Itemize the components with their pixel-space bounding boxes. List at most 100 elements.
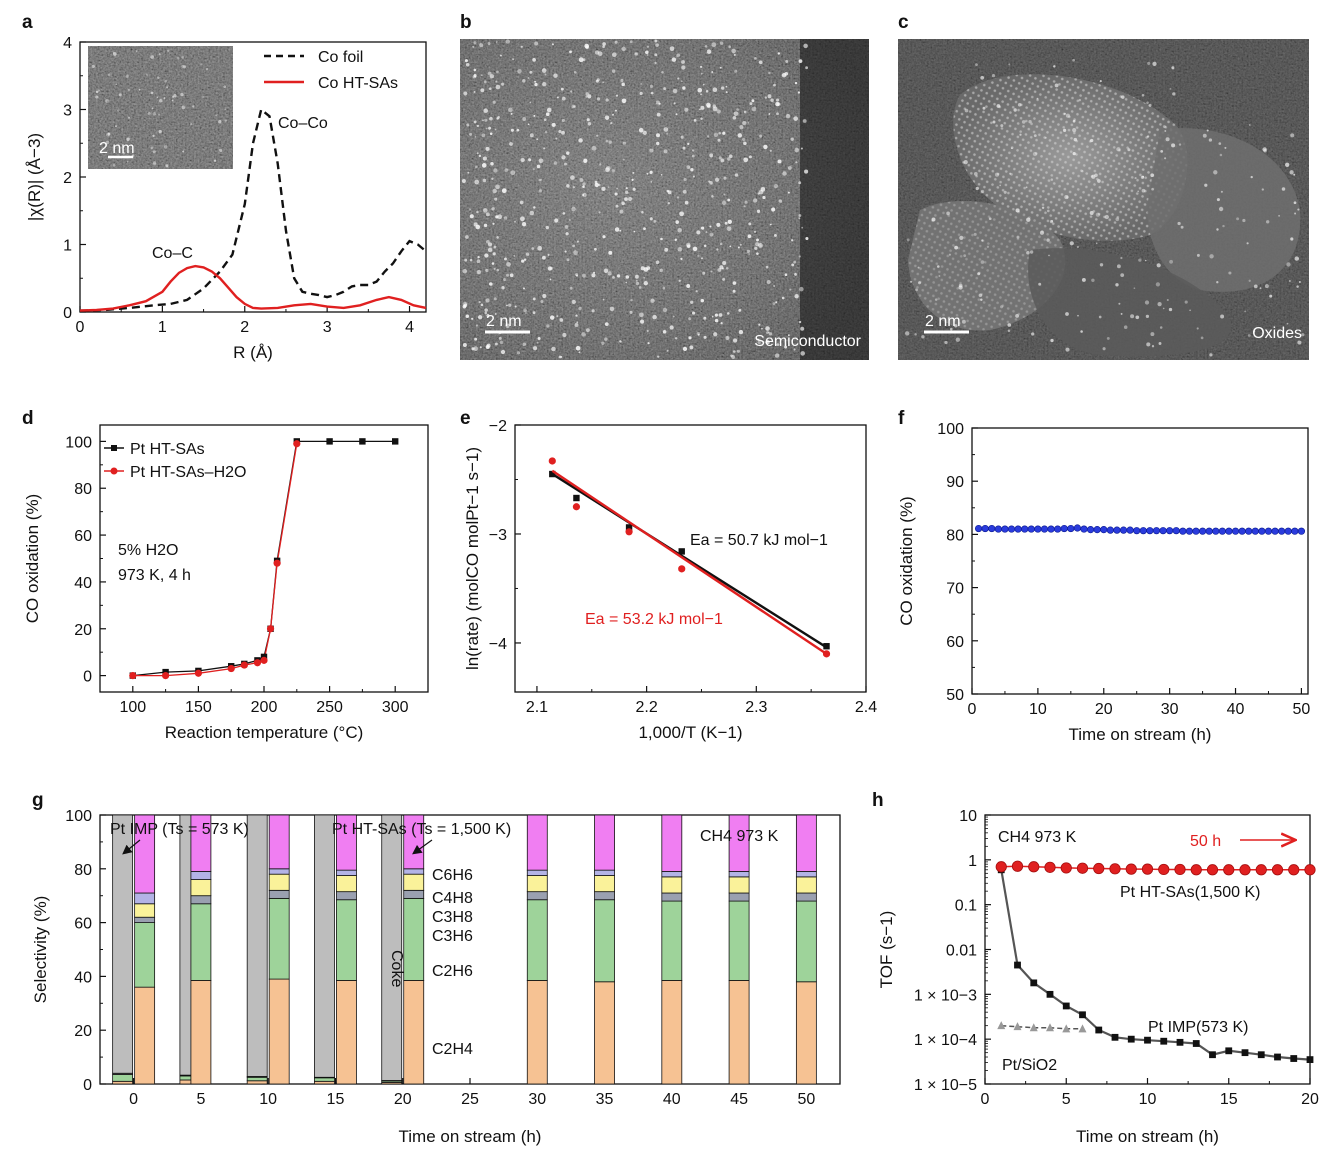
atom-dot (529, 101, 532, 104)
series-co-foil (79, 107, 427, 312)
atom-dot (1048, 254, 1050, 257)
atom-dot (582, 194, 585, 196)
atom-dot (729, 154, 733, 158)
atom-dot (655, 141, 660, 146)
atom-dot (1013, 108, 1017, 112)
atom-dot (964, 108, 969, 113)
atom-dot (556, 315, 559, 318)
atom-dot (1041, 206, 1045, 209)
d-ytick-label: 60 (74, 528, 92, 545)
atom-dot (503, 277, 507, 282)
atom-dot (748, 222, 752, 226)
atom-dot (1063, 112, 1067, 115)
atom-dot (484, 253, 489, 258)
atom-dot (536, 138, 539, 140)
bar-ht-5-C2H4 (190, 980, 212, 1085)
point-d-red (240, 661, 248, 669)
f-xtick-label: 0 (968, 701, 977, 718)
atom-dot (689, 345, 694, 350)
atom-dot (716, 248, 719, 251)
atom-dot (493, 168, 498, 173)
atom-dot (504, 257, 507, 261)
atom-dot (484, 118, 488, 122)
atom-dot (533, 346, 538, 351)
point-f (1251, 527, 1259, 535)
atom-dot (655, 260, 660, 265)
g-xtick-label: 0 (129, 1091, 138, 1108)
atom-dot (1050, 338, 1054, 343)
atom-dot (495, 41, 498, 43)
atom-dot (1196, 327, 1199, 330)
atom-dot (625, 190, 629, 194)
atom-dot (1169, 259, 1174, 264)
atom-dot (619, 209, 624, 214)
f-ytick-label: 80 (946, 527, 964, 544)
point-h-imp (1192, 1040, 1200, 1047)
atom-dot (804, 169, 809, 174)
point-d-red (260, 656, 268, 664)
atom-dot (95, 95, 99, 99)
a-ytick-label: 0 (63, 305, 72, 322)
atom-dot (578, 138, 583, 143)
stack-label-c4h8: C4H8 (432, 890, 473, 907)
atom-dot (1025, 186, 1028, 189)
atom-dot (128, 116, 130, 119)
atom-dot (602, 235, 606, 239)
atom-dot (145, 73, 149, 76)
d-xlabel: Reaction temperature (°C) (165, 723, 364, 742)
atom-dot (1290, 237, 1294, 241)
atom-dot (980, 260, 985, 264)
atom-dot (680, 80, 683, 83)
atom-dot (711, 315, 714, 318)
bar-ht-35-C3H6 (594, 891, 615, 901)
d-ylabel: CO oxidation (%) (23, 494, 42, 623)
atom-dot (1156, 263, 1161, 268)
atom-dot (703, 244, 707, 248)
point-f (1225, 527, 1233, 535)
atom-dot (545, 225, 549, 230)
atom-dot (202, 96, 205, 98)
atom-dot (1133, 287, 1136, 290)
atom-dot (1172, 92, 1176, 96)
f-ytick-label: 50 (946, 687, 964, 704)
bar-ht-35-C2H4 (594, 981, 615, 1085)
atom-dot (657, 355, 660, 358)
point-h-ht (995, 861, 1007, 873)
atom-dot (488, 126, 492, 130)
atom-dot (556, 96, 559, 99)
e-ytick-label: −4 (489, 636, 507, 653)
atom-dot (1065, 113, 1070, 118)
atom-dot (692, 311, 696, 315)
atom-dot (764, 96, 767, 99)
atom-dot (547, 266, 553, 271)
atom-dot (494, 312, 497, 315)
atom-dot (982, 106, 986, 110)
g-xtick-label: 50 (797, 1091, 815, 1108)
atom-dot (1007, 329, 1011, 333)
atom-dot (152, 112, 157, 116)
bar-ht-35-C3H8 (594, 875, 615, 893)
atom-dot (1171, 66, 1175, 70)
atom-dot (801, 226, 804, 229)
stack-label-c2h6: C2H6 (432, 963, 473, 980)
atom-dot (604, 337, 608, 341)
atom-dot (772, 302, 776, 306)
g-xtick-label: 5 (196, 1091, 205, 1108)
atom-dot (720, 158, 725, 163)
atom-dot (1099, 80, 1102, 83)
annotation-co-co: Co–Co (278, 115, 328, 132)
chart-e: 2.1 2.2 2.3 2.4 −2 −3 −4 1,000/T (K−1) ln(rate) … (463, 418, 877, 742)
h-xlabel: Time on stream (h) (1076, 1127, 1219, 1146)
atom-dot (611, 69, 616, 73)
point-f (1192, 527, 1200, 535)
atom-dot (1080, 330, 1083, 333)
atom-dot (759, 134, 763, 138)
bar-ht-40-C6H6 (661, 814, 683, 872)
atom-dot (680, 135, 684, 139)
atom-dot (127, 88, 131, 92)
atom-dot (582, 182, 586, 186)
atom-dot (1224, 146, 1227, 149)
panel-label-d: d (22, 408, 34, 429)
atom-dot (1019, 133, 1022, 136)
point-f (1034, 525, 1042, 533)
